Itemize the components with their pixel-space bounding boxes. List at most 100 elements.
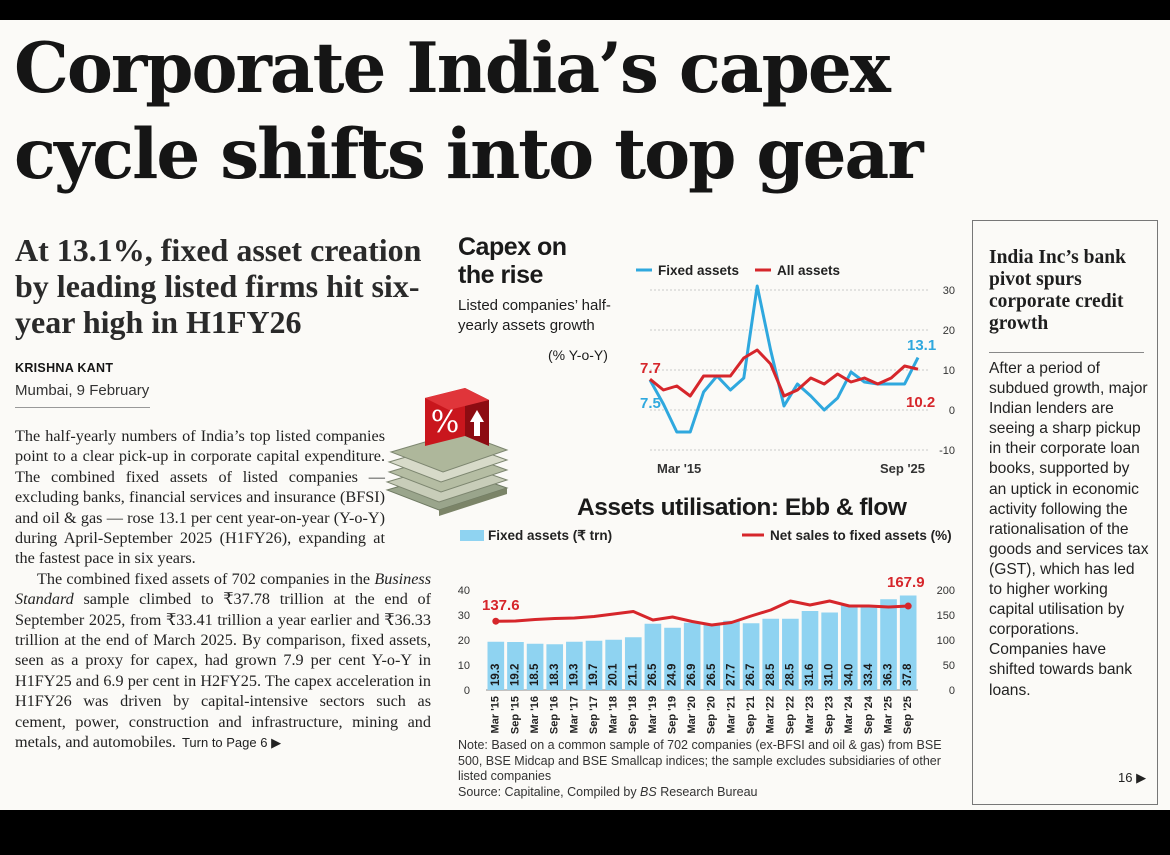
capex-growth-chart: Fixed assets All assets 30 20 10 0 -10 Mar '… [636, 263, 955, 476]
fixed-assets-bar [840, 605, 858, 690]
headline-line-2: cycle shifts into top gear [14, 114, 924, 195]
bar-value-label: 27.7 [725, 664, 737, 686]
fixed-assets-bar [899, 595, 917, 690]
category-tick-label: Mar '16 [529, 696, 541, 733]
chart1-y-tick: 10 [943, 365, 955, 377]
legend-bar-label: Fixed assets (₹ trn) [488, 528, 612, 543]
sidebar-page-ref[interactable]: 16 ▶ [1118, 770, 1147, 785]
bar-value-label: 24.9 [667, 664, 679, 686]
capex-illustration: % [385, 388, 509, 516]
headline-line-1: Corporate India’s capex [14, 28, 891, 109]
chart1-y-tick: 20 [943, 325, 955, 337]
chart-source-b: Research Bureau [656, 784, 758, 799]
fixed-assets-bar [801, 611, 819, 690]
fixed-assets-bar [742, 623, 760, 690]
para2-text-b: sample climbed to ₹37.78 trillion at the… [15, 590, 431, 752]
currency-stack-icon [385, 431, 509, 516]
chart1-y-tick: 0 [949, 405, 955, 417]
percent-label: % [431, 405, 460, 440]
up-arrow-icon [470, 410, 484, 436]
category-tick-label: Sep '22 [784, 696, 796, 734]
sidebar-rule [989, 352, 1144, 353]
chart2-right-tick: 100 [937, 635, 955, 647]
sales-to-assets-line [495, 599, 909, 627]
fixed-assets-bar [507, 642, 524, 690]
chart2-left-tick: 0 [464, 685, 470, 697]
chart1-x-end: Sep '25 [880, 461, 925, 476]
category-tick-label: Mar '18 [608, 696, 620, 733]
chart2-end-label: 167.9 [887, 574, 925, 591]
chart2-right-tick: 0 [949, 685, 955, 697]
sidebar-box: India Inc’s bank pivot spurs corporate c… [972, 220, 1158, 805]
category-tick-label: Sep '18 [627, 696, 639, 734]
legend-line-label: Net sales to fixed assets (%) [770, 528, 952, 543]
chart1-x-start: Mar '15 [657, 461, 701, 476]
bar-value-label: 26.7 [745, 664, 757, 686]
bar-value-label: 36.3 [883, 664, 895, 686]
fixed-assets-bar [703, 623, 721, 690]
bar-value-label: 26.9 [686, 664, 698, 686]
asset-utilisation-chart: Fixed assets (₹ trn) Net sales to fixed … [458, 528, 955, 734]
chart2-right-tick: 200 [937, 585, 955, 597]
chart1-unit: (% Y-o-Y) [548, 347, 608, 363]
chart1-all-start-label: 7.7 [640, 360, 661, 377]
bar-value-label: 18.3 [549, 664, 561, 686]
bar-value-label: 19.2 [509, 664, 521, 686]
newspaper-page: Corporate India’s capex cycle shifts int… [0, 20, 1170, 810]
chart-note: Note: Based on a common sample of 702 co… [458, 738, 948, 800]
category-tick-label: Mar '19 [647, 696, 659, 733]
chart-note-text: Note: Based on a common sample of 702 co… [458, 738, 942, 783]
category-tick-label: Sep '25 [902, 696, 914, 734]
bar-value-label: 31.0 [824, 664, 836, 686]
sidebar-title: India Inc’s bank pivot spurs corporate c… [989, 247, 1126, 334]
category-tick-label: Sep '19 [666, 696, 678, 734]
chart1-y-tick: -10 [939, 445, 955, 457]
category-tick-label: Sep '23 [824, 696, 836, 734]
chart1-fixed-end-label: 13.1 [907, 337, 936, 354]
para2-publication: Business Standard [15, 569, 431, 609]
bar-value-label: 20.1 [608, 663, 620, 686]
bar-value-label: 31.6 [804, 664, 816, 686]
category-tick-label: Mar '20 [686, 696, 698, 733]
percent-cube-icon: % [425, 388, 489, 446]
bar-value-label: 19.7 [588, 664, 600, 686]
continuation-link[interactable]: Turn to Page 6 ▶ [181, 735, 282, 751]
category-tick-label: Mar '22 [765, 696, 777, 733]
dateline: Mumbai, 9 February [15, 382, 150, 399]
bar-value-label: 33.4 [863, 663, 875, 686]
fixed-assets-bar [585, 640, 603, 690]
chart1-all-end-label: 10.2 [906, 394, 935, 411]
category-tick-label: Mar '17 [568, 696, 580, 733]
fixed-assets-bar [683, 622, 701, 690]
bar-value-label: 19.3 [490, 664, 502, 686]
chart-source-italic: BS [640, 784, 657, 799]
category-tick-label: Sep '15 [509, 696, 521, 734]
fixed-assets-bar [526, 643, 544, 690]
bar-value-label: 18.5 [529, 663, 541, 686]
fixed-assets-bar [487, 641, 505, 690]
line-end-dot [904, 602, 912, 610]
fixed-assets-bar [821, 612, 838, 690]
legend-all-label: All assets [777, 263, 840, 278]
bar-value-label: 26.5 [706, 663, 718, 686]
fixed-assets-bar [664, 627, 681, 690]
category-tick-label: Mar '25 [882, 696, 894, 733]
bar-value-label: 21.1 [627, 663, 639, 686]
fixed-assets-bar [762, 618, 780, 690]
chart2-left-tick: 10 [458, 660, 470, 672]
fixed-assets-bar [644, 623, 662, 690]
fixed-assets-bar [605, 639, 622, 690]
bar-value-label: 37.8 [902, 663, 914, 686]
fixed-assets-bar [860, 606, 878, 690]
bar-value-label: 34.0 [843, 664, 855, 686]
chart1-title-text: Capex on the rise [458, 233, 567, 289]
chart-source-a: Source: Capitaline, Compiled by [458, 784, 641, 799]
chart2-right-tick: 50 [943, 660, 955, 672]
category-tick-label: Sep '17 [588, 696, 600, 734]
chart2-right-tick: 150 [937, 610, 955, 622]
fixed-assets-bar [546, 644, 564, 690]
category-tick-label: Mar '24 [843, 695, 855, 733]
fixed-assets-bar [723, 620, 740, 690]
category-tick-label: Sep '16 [549, 696, 561, 734]
fixed-assets-bar [624, 637, 642, 690]
